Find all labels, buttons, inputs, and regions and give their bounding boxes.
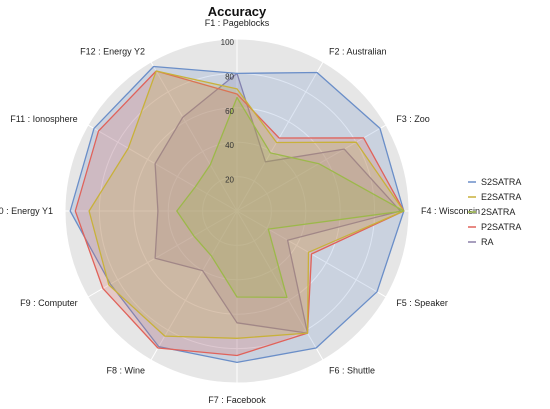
series-polygon-s2satra bbox=[69, 65, 405, 364]
grid-spoke bbox=[150, 61, 238, 212]
axis-label: F1 : Pageblocks bbox=[205, 18, 270, 28]
axis-label: F12 : Energy Y2 bbox=[80, 47, 145, 57]
tick-label: 40 bbox=[225, 141, 234, 150]
axis-label: F2 : Australian bbox=[329, 47, 387, 57]
axis-label: F5 : Speaker bbox=[396, 298, 448, 308]
grid-spoke bbox=[236, 210, 324, 361]
tick-label: 20 bbox=[225, 176, 234, 185]
axis-label: F11 : Ionosphere bbox=[10, 114, 77, 124]
legend-label: RA bbox=[481, 237, 494, 247]
legend: S2SATRA E2SATRA 2SATRA P2SATRA RA bbox=[468, 177, 521, 247]
tick-label: 100 bbox=[221, 38, 235, 47]
tick-label: 60 bbox=[225, 107, 234, 116]
legend-label: E2SATRA bbox=[481, 192, 521, 202]
legend-label: S2SATRA bbox=[481, 177, 521, 187]
axis-label: F9 : Computer bbox=[20, 298, 78, 308]
legend-label: P2SATRA bbox=[481, 222, 521, 232]
axis-label: F6 : Shuttle bbox=[329, 365, 375, 375]
axis-label: F3 : Zoo bbox=[396, 114, 430, 124]
grid-spoke bbox=[236, 61, 324, 212]
axis-label: F10 : Energy Y1 bbox=[0, 206, 53, 216]
chart-title: Accuracy bbox=[208, 4, 267, 19]
grid-spoke bbox=[236, 124, 387, 212]
grid-spoke bbox=[150, 210, 238, 361]
grid-spoke bbox=[87, 124, 238, 212]
tick-label: 80 bbox=[225, 72, 234, 81]
series-polygon-e2satra bbox=[88, 70, 405, 339]
axis-label: F8 : Wine bbox=[106, 365, 145, 375]
legend-label: 2SATRA bbox=[481, 207, 515, 217]
series-group bbox=[69, 65, 405, 364]
grid-spoke bbox=[87, 210, 238, 298]
axis-label: F4 : Wisconsin bbox=[421, 206, 480, 216]
tick-labels: 20 40 60 80 100 bbox=[221, 38, 235, 185]
axis-label: F7 : Facebook bbox=[208, 395, 266, 405]
axis-labels: F1 : Pageblocks F2 : Australian F3 : Zoo F4… bbox=[0, 18, 480, 405]
series-polygon-2satra bbox=[176, 96, 405, 299]
series-polygon-ra bbox=[154, 72, 402, 334]
